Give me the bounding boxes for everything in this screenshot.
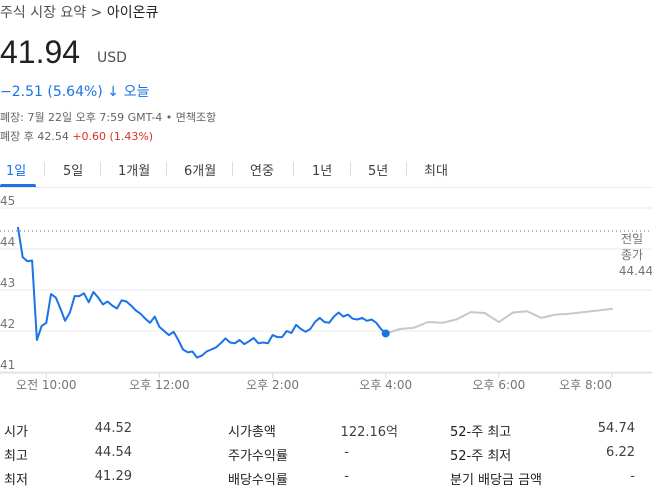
arrow-down-icon: ↓ bbox=[107, 84, 119, 100]
tab-6m[interactable]: 6개월 bbox=[184, 164, 217, 179]
stat-value: 122.16억 bbox=[340, 425, 398, 440]
stat-value: - bbox=[630, 469, 635, 484]
tab-divider bbox=[100, 162, 101, 176]
stat-value: - bbox=[344, 469, 349, 484]
stat-value: - bbox=[344, 445, 349, 460]
stat-value: 41.29 bbox=[94, 469, 132, 484]
y-tick-label: 44 bbox=[0, 235, 15, 249]
stat-label: 최고 bbox=[4, 449, 28, 464]
active-tab-indicator bbox=[0, 184, 36, 187]
regular-series-line bbox=[17, 226, 387, 359]
change-period: 오늘 bbox=[123, 84, 150, 100]
x-tick-label: 오후 2:00 bbox=[246, 378, 299, 392]
stat-value: 44.54 bbox=[94, 445, 132, 460]
after_hours-series-line bbox=[384, 307, 613, 335]
after-hours-label: 폐장 후 42.54 bbox=[0, 130, 69, 143]
after-hours-info: 폐장 후 42.54 +0.60 (1.43%) bbox=[0, 128, 153, 144]
stat-label: 배당수익률 bbox=[228, 473, 288, 488]
x-tick-label: 오후 4:00 bbox=[359, 378, 412, 392]
x-tick-label: 오전 10:00 bbox=[16, 378, 76, 392]
stat-value: 6.22 bbox=[606, 445, 635, 460]
tabs-divider bbox=[0, 187, 652, 188]
stat-value: 54.74 bbox=[597, 421, 635, 436]
tab-divider bbox=[350, 162, 351, 176]
y-tick-label: 42 bbox=[0, 317, 15, 331]
stat-label: 52-주 최저 bbox=[450, 449, 512, 464]
stat-label: 최저 bbox=[4, 473, 28, 488]
price-change-value: −2.51 (5.64%) bbox=[0, 84, 103, 100]
previous-close-value: 44.44 bbox=[619, 264, 652, 278]
tab-divider bbox=[44, 162, 45, 176]
tab-1y[interactable]: 1년 bbox=[312, 164, 333, 179]
stat-label: 52-주 최고 bbox=[450, 425, 512, 440]
tab-divider bbox=[166, 162, 167, 176]
previous-close-label: 전일 bbox=[621, 232, 643, 246]
after-hours-change: +0.60 (1.43%) bbox=[72, 130, 154, 143]
breadcrumb: 주식 시장 요약 > 아이온큐 bbox=[0, 2, 158, 22]
market-closed-info: 폐장: 7월 22일 오후 7:59 GMT-4 • 면책조항 bbox=[0, 111, 217, 124]
y-tick-label: 45 bbox=[0, 195, 15, 208]
x-tick-label: 오후 12:00 bbox=[129, 378, 189, 392]
tab-divider bbox=[232, 162, 233, 176]
x-tick-label: 오후 8:00 bbox=[559, 378, 612, 392]
tab-1d[interactable]: 1일 bbox=[6, 164, 27, 179]
previous-close-label: 종가 bbox=[621, 248, 643, 262]
tab-divider bbox=[293, 162, 294, 176]
y-tick-label: 41 bbox=[0, 358, 15, 372]
tab-divider bbox=[406, 162, 407, 176]
tab-5y[interactable]: 5년 bbox=[368, 164, 389, 179]
stat-label: 시가 bbox=[4, 425, 28, 440]
stat-value: 44.52 bbox=[94, 421, 132, 436]
range-tabs: 1일 5일 1개월 6개월 연중 1년 5년 최대 bbox=[0, 160, 652, 187]
stat-label: 시가총액 bbox=[228, 425, 276, 440]
currency-label: USD bbox=[97, 50, 127, 66]
stat-label: 분기 배당금 금액 bbox=[450, 473, 542, 488]
tab-ytd[interactable]: 연중 bbox=[250, 164, 274, 179]
y-tick-label: 43 bbox=[0, 276, 15, 290]
stock-price: 41.94 bbox=[0, 34, 81, 70]
tab-5d[interactable]: 5일 bbox=[63, 164, 84, 179]
tab-max[interactable]: 최대 bbox=[424, 164, 448, 179]
price-change: −2.51 (5.64%) ↓ 오늘 bbox=[0, 81, 149, 101]
breadcrumb-prefix[interactable]: 주식 시장 요약 > bbox=[0, 5, 107, 21]
breadcrumb-company: 아이온큐 bbox=[106, 5, 159, 21]
x-tick-label: 오후 6:00 bbox=[472, 378, 525, 392]
tab-1m[interactable]: 1개월 bbox=[118, 164, 151, 179]
stat-label: 주가수익률 bbox=[228, 449, 288, 464]
close-marker-dot bbox=[381, 329, 390, 338]
